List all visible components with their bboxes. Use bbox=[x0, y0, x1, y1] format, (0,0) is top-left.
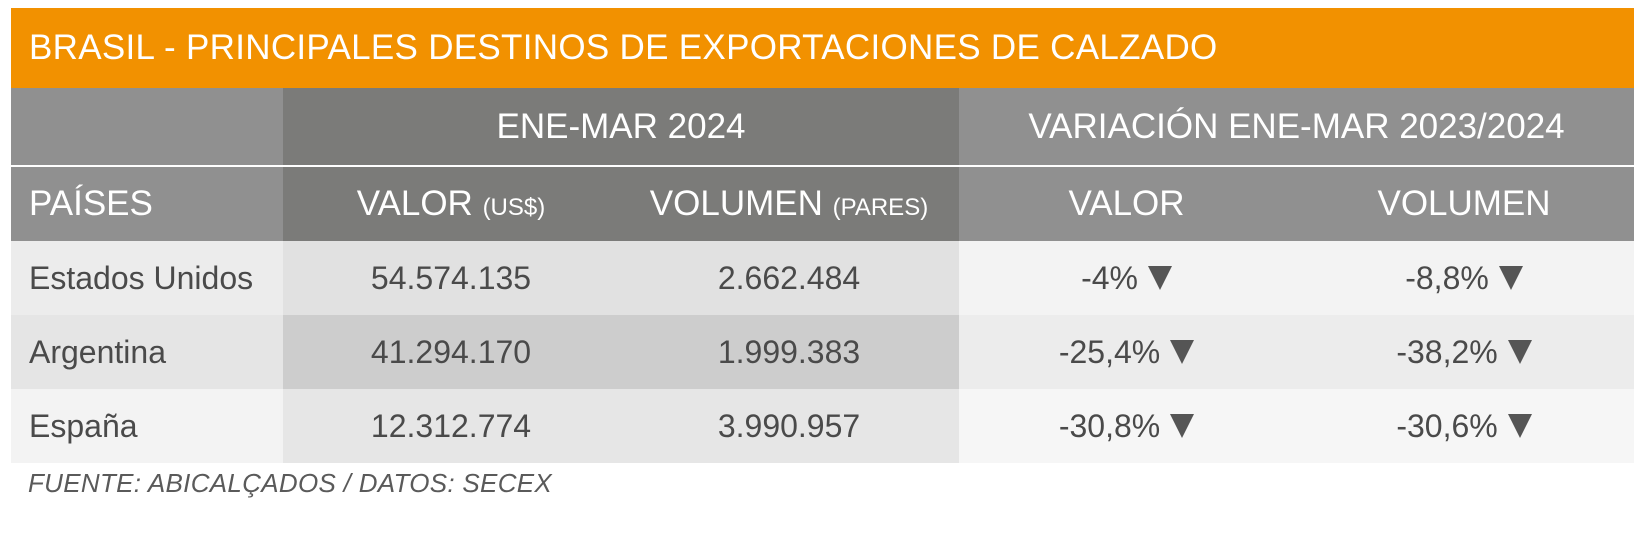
column-header-value: VALOR (US$) bbox=[283, 166, 619, 241]
column-header-country: PAÍSES bbox=[11, 166, 283, 241]
var-volume-cell: -38,2% bbox=[1294, 315, 1635, 389]
down-triangle-icon bbox=[1147, 266, 1172, 291]
var-value-cell: -30,8% bbox=[959, 389, 1295, 463]
column-header-volume: VOLUMEN (PARES) bbox=[619, 166, 960, 241]
table-row: España 12.312.774 3.990.957 -30,8% -30,6… bbox=[11, 389, 1635, 463]
column-header-volume-label: VOLUMEN bbox=[649, 184, 823, 223]
value-cell: 54.574.135 bbox=[283, 241, 619, 315]
volume-cell: 2.662.484 bbox=[619, 241, 960, 315]
column-header-var-value: VALOR bbox=[959, 166, 1295, 241]
country-cell: España bbox=[11, 389, 283, 463]
var-volume-text: -8,8% bbox=[1405, 259, 1489, 296]
table-row: Argentina 41.294.170 1.999.383 -25,4% -3… bbox=[11, 315, 1635, 389]
column-header-value-unit: (US$) bbox=[482, 194, 546, 221]
var-volume-text: -30,6% bbox=[1396, 407, 1498, 444]
var-value-cell: -4% bbox=[959, 241, 1295, 315]
down-triangle-icon bbox=[1507, 340, 1532, 365]
table-title: BRASIL - PRINCIPALES DESTINOS DE EXPORTA… bbox=[29, 28, 1218, 67]
header-blank-cell bbox=[11, 88, 283, 166]
country-cell: Argentina bbox=[11, 315, 283, 389]
column-header-volume-unit: (PARES) bbox=[832, 194, 929, 221]
title-bar: BRASIL - PRINCIPALES DESTINOS DE EXPORTA… bbox=[11, 8, 1634, 88]
var-volume-cell: -8,8% bbox=[1294, 241, 1635, 315]
var-value-text: -4% bbox=[1081, 259, 1138, 296]
value-cell: 41.294.170 bbox=[283, 315, 619, 389]
volume-cell: 3.990.957 bbox=[619, 389, 960, 463]
column-header-var-volume: VOLUMEN bbox=[1294, 166, 1635, 241]
value-cell: 12.312.774 bbox=[283, 389, 619, 463]
header-group-row: ENE-MAR 2024 VARIACIÓN ENE-MAR 2023/2024 bbox=[11, 88, 1635, 166]
down-triangle-icon bbox=[1498, 266, 1523, 291]
var-value-text: -30,8% bbox=[1058, 407, 1161, 444]
header-column-row: PAÍSES VALOR (US$) VOLUMEN (PARES) VALOR… bbox=[11, 166, 1635, 241]
country-cell: Estados Unidos bbox=[11, 241, 283, 315]
var-volume-cell: -30,6% bbox=[1294, 389, 1635, 463]
column-header-value-label: VALOR bbox=[356, 184, 473, 223]
exports-table: ENE-MAR 2024 VARIACIÓN ENE-MAR 2023/2024… bbox=[11, 88, 1635, 463]
header-variation: VARIACIÓN ENE-MAR 2023/2024 bbox=[959, 88, 1635, 166]
header-period: ENE-MAR 2024 bbox=[283, 88, 960, 166]
table-row: Estados Unidos 54.574.135 2.662.484 -4% … bbox=[11, 241, 1635, 315]
export-table-card: BRASIL - PRINCIPALES DESTINOS DE EXPORTA… bbox=[11, 8, 1635, 463]
var-value-text: -25,4% bbox=[1058, 333, 1161, 370]
source-note: FUENTE: ABICALÇADOS / DATOS: SECEX bbox=[28, 468, 553, 498]
var-value-cell: -25,4% bbox=[959, 315, 1295, 389]
volume-cell: 1.999.383 bbox=[619, 315, 960, 389]
down-triangle-icon bbox=[1507, 414, 1532, 439]
down-triangle-icon bbox=[1170, 414, 1195, 439]
down-triangle-icon bbox=[1170, 340, 1195, 365]
var-volume-text: -38,2% bbox=[1396, 333, 1498, 370]
